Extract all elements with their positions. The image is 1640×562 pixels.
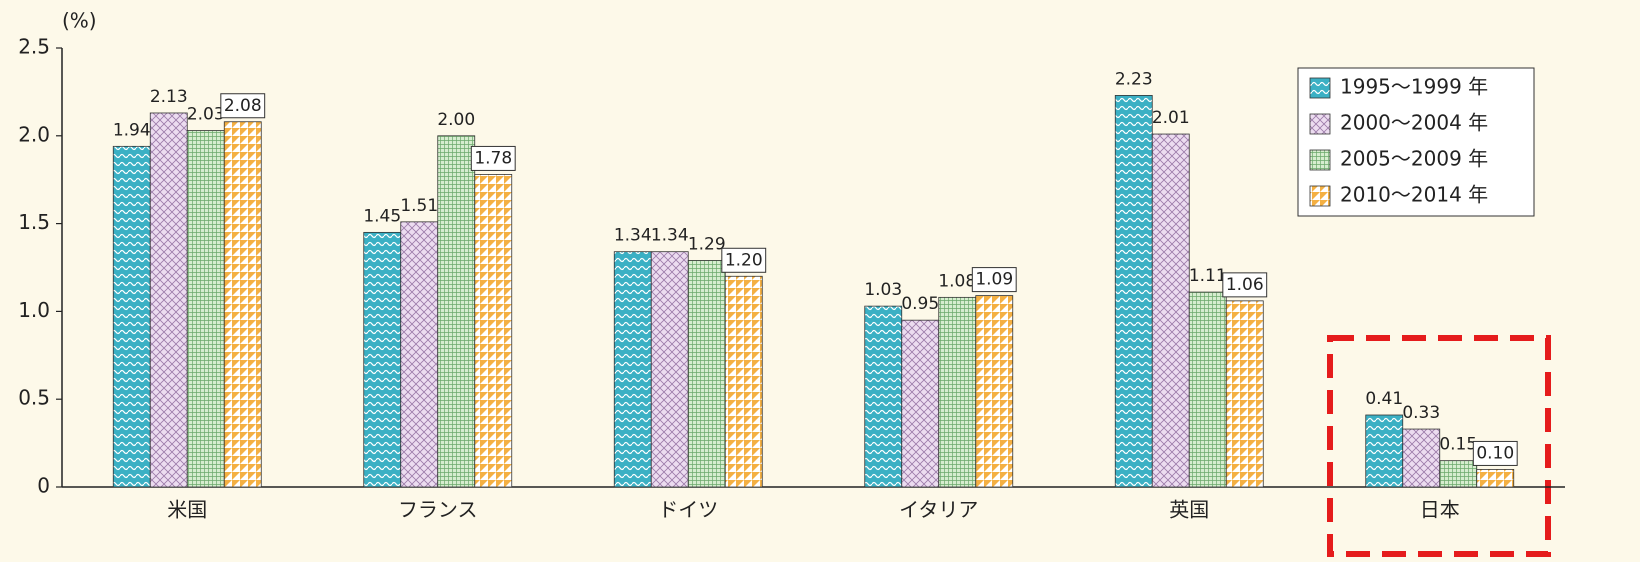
value-label: 1.34 <box>651 226 689 246</box>
bar <box>724 275 763 488</box>
bar <box>112 145 151 488</box>
value-label-box <box>1222 272 1268 298</box>
value-label-box <box>220 93 266 119</box>
value-label: 0.95 <box>901 294 939 314</box>
value-label: 2.23 <box>1115 69 1153 89</box>
x-tick-label: イタリア <box>899 498 978 522</box>
x-tick-label: 米国 <box>167 498 207 522</box>
value-label: 1.45 <box>363 206 401 226</box>
bar <box>938 296 977 488</box>
legend-label: 2000〜2004 年 <box>1340 111 1488 135</box>
value-label: 2.00 <box>437 110 475 130</box>
value-label-box <box>470 145 516 171</box>
bar <box>864 305 903 488</box>
legend-label: 2010〜2014 年 <box>1340 183 1488 207</box>
value-label: 1.11 <box>1189 266 1227 286</box>
value-label: 1.34 <box>614 226 652 246</box>
bar <box>650 251 689 488</box>
value-label: 1.20 <box>725 250 763 270</box>
bar <box>1188 291 1227 488</box>
legend-swatch <box>1309 149 1331 171</box>
y-tick-label: 0.5 <box>18 386 50 410</box>
value-label: 0.15 <box>1439 435 1477 455</box>
value-label-box <box>1472 440 1518 466</box>
value-label: 1.06 <box>1226 275 1264 295</box>
legend-box <box>1297 67 1535 217</box>
y-tick-label: 2.0 <box>18 122 50 146</box>
value-label: 1.94 <box>113 120 151 140</box>
y-tick-label: 1.5 <box>18 210 50 234</box>
bar <box>1151 133 1190 488</box>
legend-swatch <box>1309 77 1331 99</box>
bar <box>363 231 402 488</box>
value-label: 2.03 <box>187 105 225 125</box>
value-label-box <box>721 247 767 273</box>
bar <box>901 319 940 488</box>
value-label: 1.08 <box>938 271 976 291</box>
unit-label: (%) <box>62 9 97 33</box>
bar <box>1476 469 1515 488</box>
bar <box>223 121 262 488</box>
value-label: 0.10 <box>1476 443 1514 463</box>
value-label: 0.33 <box>1402 403 1440 423</box>
legend-label: 1995〜1999 年 <box>1340 75 1488 99</box>
value-label: 1.51 <box>400 196 438 216</box>
value-label-box <box>971 267 1017 293</box>
bar <box>1225 300 1264 488</box>
x-tick-label: フランス <box>398 498 478 522</box>
value-label: 1.09 <box>975 270 1013 290</box>
y-tick-label: 0 <box>37 474 50 498</box>
bar <box>613 251 652 488</box>
bar <box>400 221 439 488</box>
bar <box>1114 95 1153 488</box>
bar <box>687 260 726 488</box>
value-label: 2.08 <box>224 96 262 116</box>
highlight-box <box>1327 335 1551 557</box>
y-tick-label: 2.5 <box>18 35 50 59</box>
bar <box>1402 428 1441 488</box>
x-tick-label: ドイツ <box>658 498 718 522</box>
value-label: 0.41 <box>1365 389 1403 409</box>
bar <box>1365 414 1404 488</box>
value-label: 1.03 <box>864 280 902 300</box>
x-tick-label: 日本 <box>1420 498 1460 522</box>
bar <box>975 295 1014 488</box>
legend-swatch <box>1309 113 1331 135</box>
bar <box>149 112 188 488</box>
y-tick-label: 1.0 <box>18 298 50 322</box>
bar <box>186 130 225 488</box>
value-label: 2.01 <box>1152 108 1190 128</box>
bar <box>474 174 513 488</box>
value-label: 1.29 <box>688 234 726 254</box>
bar <box>1439 460 1478 488</box>
legend-label: 2005〜2009 年 <box>1340 147 1488 171</box>
value-label: 2.13 <box>150 87 188 107</box>
x-tick-label: 英国 <box>1169 498 1209 522</box>
value-label: 1.78 <box>474 148 512 168</box>
legend-swatch <box>1309 185 1331 207</box>
bar <box>437 135 476 488</box>
